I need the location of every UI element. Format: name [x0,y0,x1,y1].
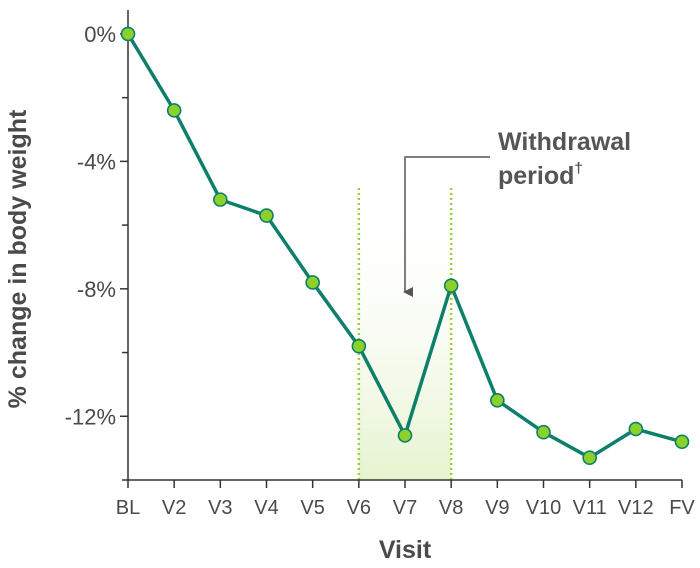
x-tick-label: V3 [208,497,232,519]
x-tick-label: V5 [300,497,324,519]
x-tick-label: V9 [485,497,509,519]
series [120,26,690,465]
y-tick-label: 0% [84,22,116,47]
data-point-v4 [259,208,274,223]
data-point-v8 [443,278,459,293]
x-tick-label: BL [116,497,140,519]
x-tick-label: V6 [347,497,371,519]
y-axis-title: % change in body weight [4,109,32,408]
data-point-v2 [166,103,182,118]
x-tick-label: FV [669,497,695,519]
x-tick-label: V11 [573,497,607,519]
y-tick-label: -4% [77,149,116,174]
x-tick-label: V10 [526,497,562,519]
data-point-bl [120,26,136,42]
data-point-v11 [582,450,597,465]
x-tick-label: V8 [439,497,463,519]
data-point-v7 [397,428,413,443]
x-tick-label: V12 [618,497,654,519]
annotation-line1: Withdrawal [498,128,631,156]
x-axis-title: Visit [379,536,432,564]
annotation-dagger: † [574,160,582,177]
y-tick-label: -12% [65,404,116,429]
x-tick-label: V7 [393,497,417,519]
data-point-fv [674,434,690,450]
annotation-arrow [403,156,490,297]
data-point-v9 [490,393,505,408]
axes: 0% -4% -8% -12% BL V2 V3 V4 V5 V6 V7 V8 V9 V10 V11 V12 F… [65,10,695,519]
data-point-v10 [536,424,551,440]
data-point-v3 [213,192,228,207]
x-tick-label: V4 [254,497,278,519]
annotation: Withdrawal period† [403,128,631,297]
x-tick-label: V2 [162,497,186,519]
data-point-v5 [305,275,320,290]
data-point-v12 [628,421,644,437]
annotation-line2: period† [498,160,583,190]
y-tick-label: -8% [77,277,116,302]
data-point-v6 [351,338,367,354]
